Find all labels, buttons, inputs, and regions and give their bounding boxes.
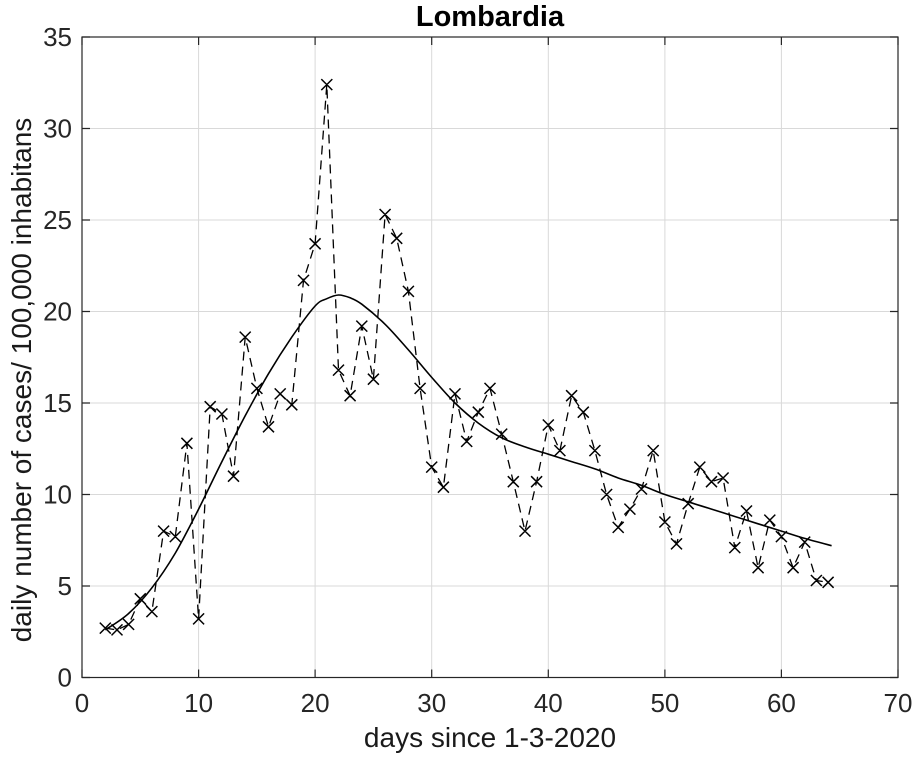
y-tick-label: 0 — [58, 663, 72, 693]
y-tick-label: 10 — [43, 480, 72, 510]
x-tick-label: 10 — [184, 688, 213, 718]
x-tick-label: 60 — [767, 688, 796, 718]
x-tick-label: 20 — [301, 688, 330, 718]
y-tick-label: 15 — [43, 388, 72, 418]
data-series-dashed-line — [105, 84, 829, 631]
data-series-x-markers — [99, 78, 835, 636]
x-tick-label: 0 — [75, 688, 89, 718]
chart-title: Lombardia — [415, 1, 565, 33]
y-tick-label: 25 — [43, 205, 72, 235]
y-tick-label: 35 — [43, 22, 72, 52]
y-tick-label: 5 — [58, 571, 72, 601]
grid-lines — [82, 37, 898, 678]
fit-curve-solid-line — [104, 294, 832, 631]
x-tick-label: 40 — [534, 688, 563, 718]
y-tick-label: 30 — [43, 114, 72, 144]
y-tick-label: 20 — [43, 297, 72, 327]
x-tick-label: 50 — [650, 688, 679, 718]
x-axis-label: days since 1-3-2020 — [363, 722, 617, 753]
axis-box — [81, 36, 899, 679]
x-tick-label: 70 — [884, 688, 913, 718]
tick-marks — [81, 36, 899, 679]
x-tick-label: 30 — [417, 688, 446, 718]
